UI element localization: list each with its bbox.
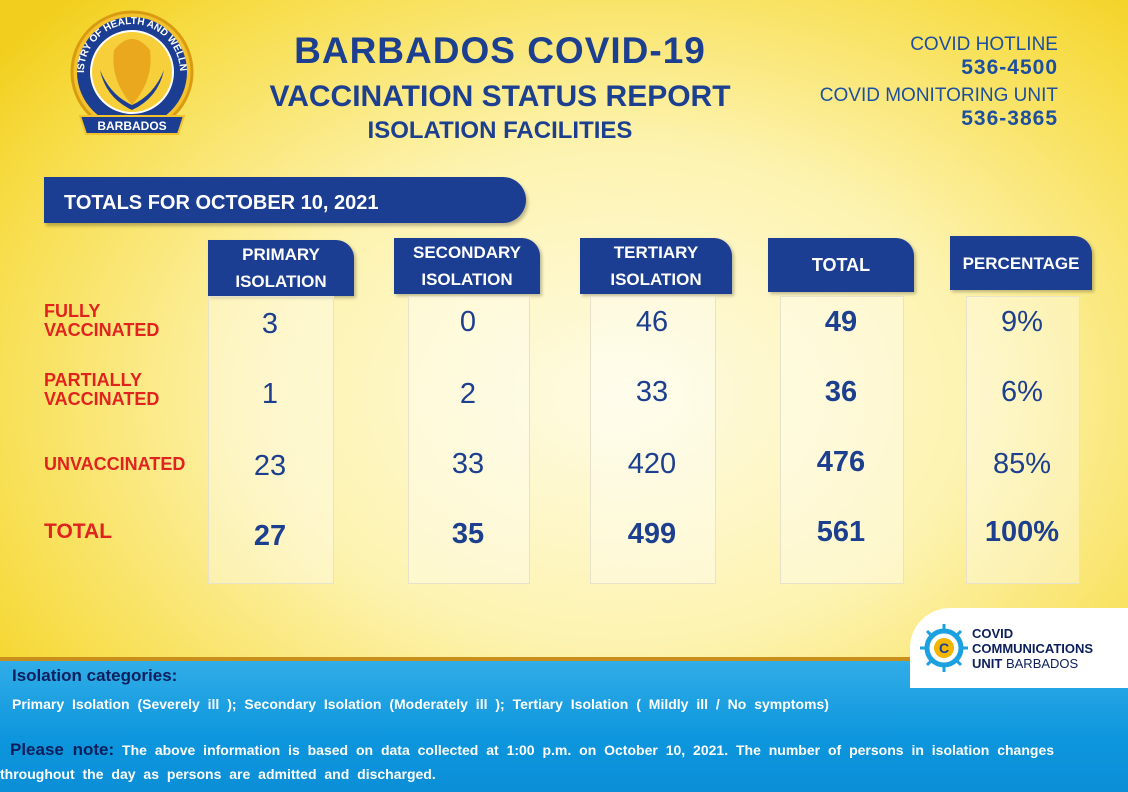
cell-partially-tertiary: 33 — [635, 376, 669, 408]
row-label-partially: PARTIALLY VACCINATED — [44, 370, 160, 409]
col-header-tertiary: TERTIARY ISOLATION — [580, 238, 732, 294]
cell-fully-primary: 3 — [261, 308, 279, 340]
col-box-primary — [208, 296, 334, 584]
cell-unvaccinated-percentage: 85% — [992, 448, 1052, 480]
categories-text: Primary Isolation (Severely ill ); Secon… — [12, 696, 829, 712]
col-box-percentage — [966, 296, 1080, 584]
note-text: The above information is based on data c… — [0, 742, 1055, 782]
cell-unvaccinated-secondary: 33 — [451, 448, 485, 480]
cell-fully-secondary: 0 — [459, 306, 477, 338]
cell-total-tertiary: 499 — [627, 518, 677, 550]
row-label-unvaccinated: UNVACCINATED — [44, 454, 186, 474]
cell-unvaccinated-total: 476 — [816, 446, 866, 478]
title-line2: VACCINATION STATUS REPORT — [269, 80, 731, 113]
cell-total-total: 561 — [816, 516, 866, 548]
cell-fully-total: 49 — [824, 306, 858, 338]
col-header-total: TOTAL — [768, 238, 914, 292]
ccu-line1: COVID — [972, 626, 1014, 641]
hotline-number: 536-4500 — [961, 56, 1058, 79]
col-box-secondary — [408, 296, 530, 584]
ccu-line3: UNIT — [972, 656, 1003, 671]
ccu-letter: C — [939, 640, 949, 656]
cell-total-primary: 27 — [253, 520, 287, 552]
virus-c-icon: C — [918, 622, 970, 674]
date-banner: TOTALS FOR OCTOBER 10, 2021 — [44, 177, 526, 223]
logo-ribbon-text: BARBADOS — [97, 119, 166, 133]
monitoring-number: 536-3865 — [961, 107, 1058, 130]
row-label-fully: FULLY VACCINATED — [44, 301, 160, 340]
col-header-primary: PRIMARY ISOLATION — [208, 240, 354, 296]
ccu-line2: COMMUNICATIONS — [972, 641, 1094, 656]
title-line3: ISOLATION FACILITIES — [367, 117, 633, 144]
cell-partially-total: 36 — [824, 376, 858, 408]
cell-partially-percentage: 6% — [1001, 376, 1043, 408]
cell-unvaccinated-primary: 23 — [253, 450, 287, 482]
note-label: Please note: — [10, 740, 115, 759]
categories-title: Isolation categories: — [12, 666, 178, 685]
cell-partially-secondary: 2 — [459, 378, 477, 410]
row-label-total: TOTAL — [44, 520, 113, 543]
hotline-label: COVID HOTLINE — [910, 34, 1058, 55]
footer-divider — [0, 657, 1128, 661]
col-box-tertiary — [590, 296, 716, 584]
cell-partially-primary: 1 — [261, 378, 279, 410]
title-line1: BARBADOS COVID-19 — [294, 30, 706, 71]
cell-total-percentage: 100% — [984, 516, 1060, 548]
monitoring-label: COVID MONITORING UNIT — [819, 85, 1058, 106]
cell-fully-tertiary: 46 — [635, 306, 669, 338]
ccu-line3b: BARBADOS — [1005, 656, 1079, 671]
note: Please note: The above information is ba… — [0, 738, 1060, 786]
col-header-secondary: SECONDARY ISOLATION — [394, 238, 540, 294]
col-box-total — [780, 296, 904, 584]
cell-total-secondary: 35 — [451, 518, 485, 550]
ministry-logo: MINISTRY OF HEALTH AND WELLNESS BARBADOS — [58, 2, 202, 138]
ccu-text: COVID COMMUNICATIONS UNIT BARBADOS — [972, 626, 1093, 671]
col-header-percentage: PERCENTAGE — [950, 236, 1092, 290]
cell-fully-percentage: 9% — [1001, 306, 1043, 338]
cell-unvaccinated-tertiary: 420 — [627, 448, 677, 480]
